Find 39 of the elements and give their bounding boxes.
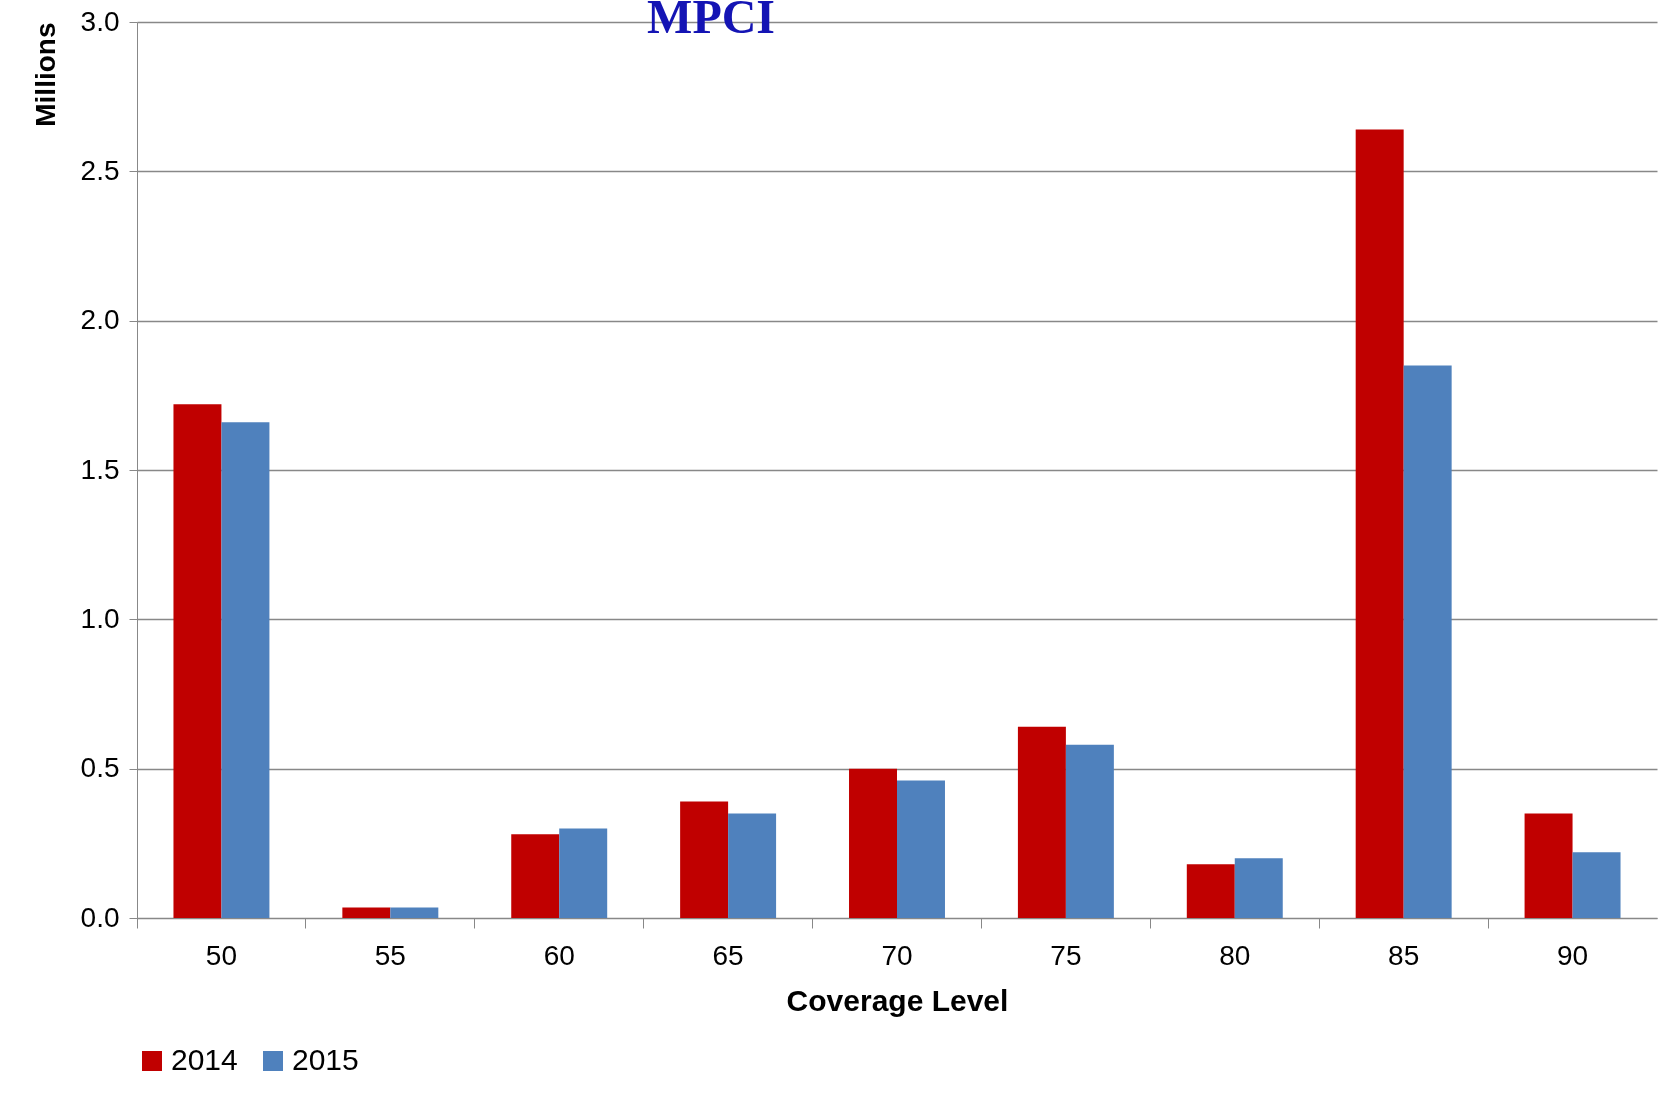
y-axis-title: Millions — [29, 22, 61, 127]
x-axis-title: Coverage Level — [786, 983, 1009, 1017]
y-tick-label: 0.5 — [80, 752, 120, 784]
x-tick-label: 50 — [205, 939, 238, 971]
x-tick-label: 55 — [374, 939, 406, 971]
legend-label: 2014 — [171, 1043, 238, 1076]
bar — [1524, 813, 1573, 918]
x-tick-label: 75 — [1050, 939, 1082, 971]
x-tick-label: 70 — [881, 939, 913, 971]
x-tick-label: 90 — [1556, 939, 1589, 971]
bar — [342, 907, 391, 918]
y-tick-label: 1.5 — [80, 453, 120, 485]
legend-label: 2015 — [292, 1043, 359, 1076]
bar — [1572, 852, 1621, 918]
bar — [1017, 726, 1066, 918]
x-tick-label: 85 — [1388, 939, 1420, 971]
y-tick-label: 2.0 — [80, 304, 120, 336]
bar — [1403, 365, 1452, 918]
bar — [390, 907, 439, 918]
bar — [1355, 129, 1404, 918]
bar — [221, 422, 270, 918]
bar — [728, 813, 777, 918]
chart-title: MPCI — [647, 0, 776, 43]
bar — [680, 801, 729, 918]
bar — [897, 780, 945, 918]
x-tick-label: 65 — [712, 939, 744, 971]
y-tick-label: 0.0 — [80, 901, 120, 933]
bar — [511, 834, 560, 918]
x-tick-label: 60 — [543, 939, 575, 971]
bar — [849, 768, 897, 918]
bar — [1234, 858, 1283, 918]
bar — [1065, 744, 1114, 918]
bar — [1186, 864, 1235, 918]
y-tick-label: 3.0 — [80, 5, 120, 37]
y-tick-label: 2.5 — [80, 154, 120, 186]
bar — [173, 404, 222, 918]
x-tick-label: 80 — [1219, 939, 1251, 971]
y-tick-label: 1.0 — [80, 602, 120, 634]
bar — [559, 828, 608, 918]
